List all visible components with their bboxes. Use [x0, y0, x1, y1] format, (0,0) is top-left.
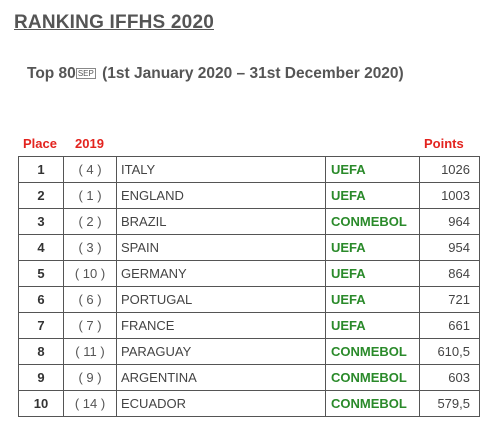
confederation-cell: UEFA [325, 156, 420, 183]
confederation-cell: UEFA [325, 312, 420, 339]
place-cell: 5 [18, 260, 64, 287]
points-cell: 864 [419, 260, 480, 287]
country-cell: ITALY [116, 156, 326, 183]
place-cell: 1 [18, 156, 64, 183]
previous-rank-cell: ( 11 ) [63, 338, 117, 365]
table-row: 10( 14 ) ECUADOR CONMEBOL 579,5 [18, 390, 480, 417]
confederation-cell: UEFA [325, 234, 420, 261]
page-title: RANKING IFFHS 2020 [14, 12, 214, 33]
country-cell: SPAIN [116, 234, 326, 261]
points-cell: 661 [419, 312, 480, 339]
previous-rank-cell: ( 7 ) [63, 312, 117, 339]
points-cell: 1003 [419, 182, 480, 209]
points-cell: 603 [419, 364, 480, 391]
country-cell: PORTUGAL [116, 286, 326, 313]
place-cell: 2 [18, 182, 64, 209]
previous-rank-cell: ( 4 ) [63, 156, 117, 183]
confederation-cell: CONMEBOL [325, 390, 420, 417]
subtitle-date-range: (1st January 2020 – 31st December 2020) [97, 65, 404, 82]
table-row: 1( 4 ) ITALY UEFA 1026 [18, 156, 480, 183]
ranking-table: 1( 4 ) ITALY UEFA 1026 2( 1 ) ENGLAND UEFA 1003… [18, 156, 480, 417]
points-cell: 964 [419, 208, 480, 235]
column-header-place: Place [23, 136, 57, 151]
place-cell: 6 [18, 286, 64, 313]
points-cell: 954 [419, 234, 480, 261]
table-row: 9( 9 ) ARGENTINA CONMEBOL 603 [18, 364, 480, 391]
confederation-cell: UEFA [325, 260, 420, 287]
confederation-cell: CONMEBOL [325, 364, 420, 391]
place-cell: 9 [18, 364, 64, 391]
confederation-cell: UEFA [325, 286, 420, 313]
previous-rank-cell: ( 10 ) [63, 260, 117, 287]
country-cell: PARAGUAY [116, 338, 326, 365]
points-cell: 1026 [419, 156, 480, 183]
place-cell: 10 [18, 390, 64, 417]
country-cell: ENGLAND [116, 182, 326, 209]
place-cell: 8 [18, 338, 64, 365]
place-cell: 7 [18, 312, 64, 339]
table-row: 2( 1 ) ENGLAND UEFA 1003 [18, 182, 480, 209]
confederation-cell: UEFA [325, 182, 420, 209]
points-cell: 721 [419, 286, 480, 313]
previous-rank-cell: ( 1 ) [63, 182, 117, 209]
table-row: 3( 2 ) BRAZIL CONMEBOL 964 [18, 208, 480, 235]
table-row: 8( 11 ) PARAGUAY CONMEBOL 610,5 [18, 338, 480, 365]
points-cell: 610,5 [419, 338, 480, 365]
country-cell: ECUADOR [116, 390, 326, 417]
country-cell: ARGENTINA [116, 364, 326, 391]
country-cell: FRANCE [116, 312, 326, 339]
table-row: 4( 3 ) SPAIN UEFA 954 [18, 234, 480, 261]
confederation-cell: CONMEBOL [325, 338, 420, 365]
sep-glyph: SEP [75, 68, 96, 80]
place-cell: 4 [18, 234, 64, 261]
column-header-2019: 2019 [75, 136, 104, 151]
subtitle: Top 80 SEP (1st January 2020 – 31st Decem… [27, 65, 404, 83]
table-row: 5( 10 ) GERMANY UEFA 864 [18, 260, 480, 287]
subtitle-prefix: Top 80 [27, 65, 76, 82]
country-cell: BRAZIL [116, 208, 326, 235]
country-cell: GERMANY [116, 260, 326, 287]
points-cell: 579,5 [419, 390, 480, 417]
previous-rank-cell: ( 3 ) [63, 234, 117, 261]
table-row: 6( 6 ) PORTUGAL UEFA 721 [18, 286, 480, 313]
place-cell: 3 [18, 208, 64, 235]
confederation-cell: CONMEBOL [325, 208, 420, 235]
previous-rank-cell: ( 14 ) [63, 390, 117, 417]
previous-rank-cell: ( 6 ) [63, 286, 117, 313]
previous-rank-cell: ( 9 ) [63, 364, 117, 391]
column-header-points: Points [424, 136, 464, 151]
table-row: 7( 7 ) FRANCE UEFA 661 [18, 312, 480, 339]
previous-rank-cell: ( 2 ) [63, 208, 117, 235]
